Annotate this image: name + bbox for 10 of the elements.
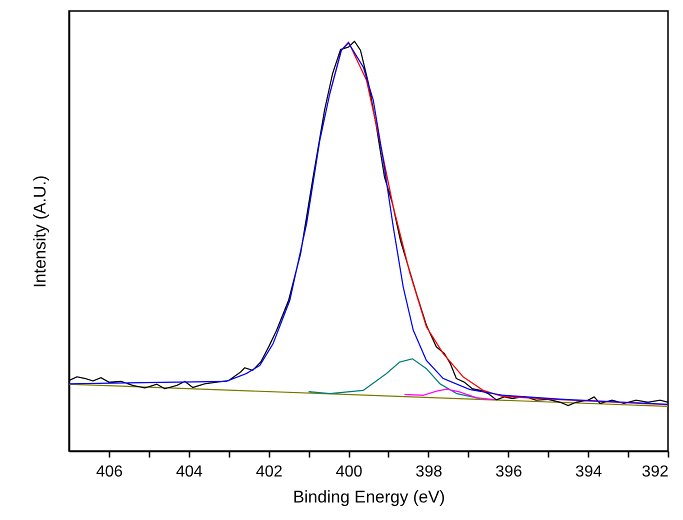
x-axis-title: Binding Energy (eV) bbox=[292, 488, 446, 506]
x-tick-label: 396 bbox=[495, 464, 522, 480]
x-tick-label: 394 bbox=[575, 464, 602, 480]
x-tick-label: 398 bbox=[416, 464, 442, 480]
x-tick-label: 392 bbox=[642, 464, 669, 480]
x-tick-label: 400 bbox=[336, 464, 362, 480]
x-tick-label: 404 bbox=[176, 464, 203, 480]
y-axis-title: Intensity (A.U.) bbox=[30, 175, 50, 288]
x-tick-label: 402 bbox=[256, 464, 283, 480]
x-tick-label: 406 bbox=[96, 464, 123, 480]
